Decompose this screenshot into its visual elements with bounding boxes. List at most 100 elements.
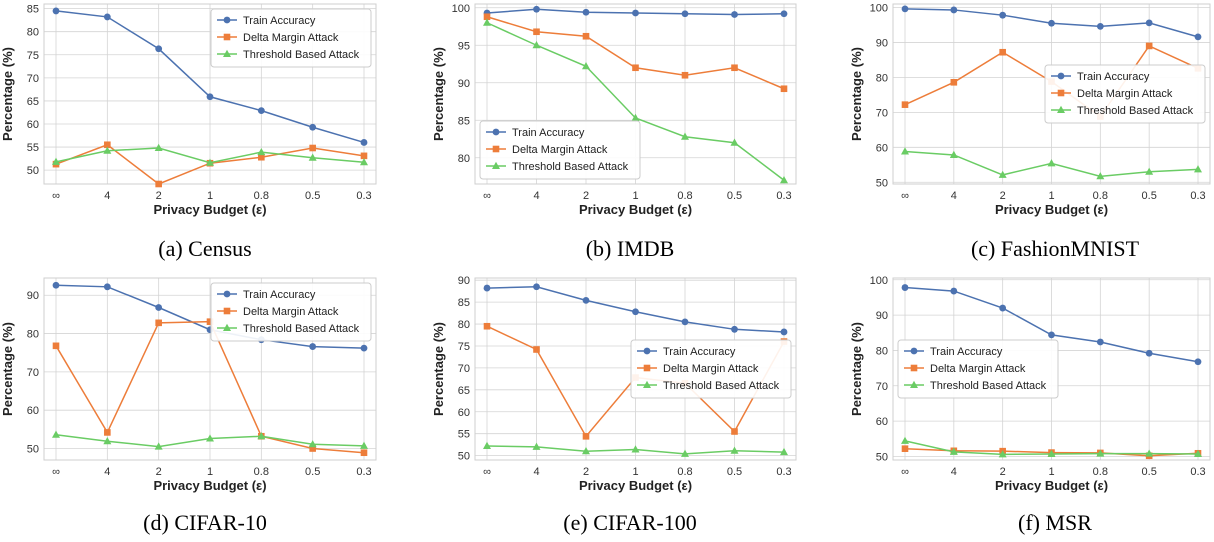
data-point-0 <box>52 430 60 438</box>
y-tick-label: 65 <box>27 96 39 108</box>
data-point-5 <box>308 440 317 448</box>
data-point-legend <box>223 16 231 24</box>
y-tick-label: 90 <box>876 310 888 322</box>
data-point-1 <box>104 429 111 436</box>
data-point-0 <box>483 13 491 21</box>
legend-entry: Train Accuracy <box>486 127 585 139</box>
data-point-3 <box>631 113 640 121</box>
chart-panel-6: 50 60 70 80 90 100 ∞ 4 2 1 0.8 0.5 0.3 Privacy Budget… <box>849 275 1211 535</box>
x-axis-label: Privacy Budget (ε) <box>153 202 266 217</box>
y-tick-label: 70 <box>27 73 39 85</box>
data-point-0 <box>52 157 60 165</box>
x-tick-label: 2 <box>583 466 589 478</box>
data-point-3 <box>1047 159 1056 167</box>
legend-label: Threshold Based Attack <box>663 380 780 392</box>
data-point-2 <box>582 433 590 440</box>
legend-box <box>630 339 792 399</box>
legend-entry: Delta Margin Attack <box>904 363 1026 375</box>
x-tick-label: ∞ <box>52 466 60 478</box>
legend-label: Threshold Based Attack <box>243 323 360 335</box>
legend: Train Accuracy Delta Margin Attack Thresho… <box>210 8 372 68</box>
data-point-0 <box>901 101 909 108</box>
data-point-0 <box>52 281 60 289</box>
x-tick-label: ∞ <box>52 190 60 202</box>
x-tick-label: 1 <box>207 190 213 202</box>
data-point-legend <box>1057 72 1065 80</box>
data-point-2 <box>154 442 163 450</box>
y-tick-label: 55 <box>458 429 470 441</box>
y-tick-label: 70 <box>876 381 888 393</box>
series-threshold-based-attack <box>483 441 788 457</box>
data-point-3 <box>1048 19 1055 27</box>
x-tick-label: 0.8 <box>1093 466 1108 478</box>
data-point-5 <box>1145 349 1153 357</box>
data-point-1 <box>950 6 958 14</box>
y-tick-label: 50 <box>458 451 470 463</box>
x-tick-label: 0.5 <box>305 190 320 202</box>
legend-box <box>897 339 1059 399</box>
data-point-3 <box>632 64 639 72</box>
legend-entry: Train Accuracy <box>637 346 736 358</box>
data-point-4 <box>681 71 689 79</box>
data-point-4 <box>681 132 689 140</box>
data-point-5 <box>1145 42 1153 50</box>
panel-caption: (f) MSR <box>1018 510 1092 535</box>
data-point-2 <box>582 32 590 40</box>
legend-label: Train Accuracy <box>512 127 585 139</box>
data-point-1 <box>533 283 540 291</box>
data-point-0 <box>483 441 491 449</box>
data-point-5 <box>1145 449 1154 457</box>
data-point-legend <box>643 364 651 372</box>
data-point-1 <box>532 41 541 49</box>
data-point-legend <box>1057 105 1065 113</box>
data-point-2 <box>582 296 590 304</box>
chart-panel-4: 50 60 70 80 90 ∞ 4 2 1 0.8 0.5 0.3 Privacy Budget (ε… <box>0 277 377 535</box>
data-point-2 <box>154 143 163 151</box>
y-tick-label: 80 <box>876 72 888 84</box>
series-delta-margin-attack <box>483 13 788 93</box>
data-point-6 <box>780 447 788 456</box>
panel-caption: (b) IMDB <box>586 236 675 261</box>
y-tick-label: 95 <box>458 40 470 52</box>
panel-caption: (c) FashionMNIST <box>971 236 1140 261</box>
data-point-legend <box>643 347 651 355</box>
legend-entry: Threshold Based Attack <box>1051 105 1194 117</box>
series-threshold-based-attack <box>52 430 368 450</box>
legend-entry: Threshold Based Attack <box>637 380 780 392</box>
x-tick-label: ∞ <box>901 190 909 202</box>
data-point-4 <box>1096 449 1105 457</box>
data-point-2 <box>155 304 163 311</box>
y-tick-label: 100 <box>452 3 470 15</box>
y-tick-label: 60 <box>458 407 470 419</box>
data-point-2 <box>155 45 163 53</box>
x-tick-label: 0.3 <box>776 190 791 202</box>
data-point-2 <box>998 450 1007 458</box>
x-tick-label: 0.8 <box>254 466 269 478</box>
x-tick-label: ∞ <box>483 466 491 478</box>
data-point-3 <box>206 434 214 442</box>
data-point-legend <box>223 307 231 315</box>
data-point-3 <box>206 318 214 325</box>
legend-entry: Delta Margin Attack <box>637 363 759 375</box>
data-point-1 <box>950 78 958 86</box>
y-tick-label: 85 <box>458 115 470 127</box>
data-point-2 <box>999 304 1007 312</box>
y-tick-label: 75 <box>458 341 470 353</box>
data-point-1 <box>103 146 112 154</box>
series-train-accuracy <box>901 5 1202 41</box>
data-point-legend <box>223 323 231 331</box>
x-axis-label: Privacy Budget (ε) <box>579 478 692 493</box>
data-point-3 <box>632 9 639 17</box>
data-point-4 <box>681 10 689 18</box>
data-point-6 <box>1194 358 1202 366</box>
legend-entry: Delta Margin Attack <box>217 306 339 318</box>
plot-frame <box>43 277 377 461</box>
x-tick-label: 0.5 <box>727 466 742 478</box>
legend-box <box>210 282 372 342</box>
y-tick-label: 60 <box>27 405 39 417</box>
legend-label: Threshold Based Attack <box>1077 105 1194 117</box>
data-point-6 <box>360 152 368 160</box>
y-axis-label: Percentage (%) <box>431 322 446 416</box>
legend-entry: Delta Margin Attack <box>217 32 339 44</box>
